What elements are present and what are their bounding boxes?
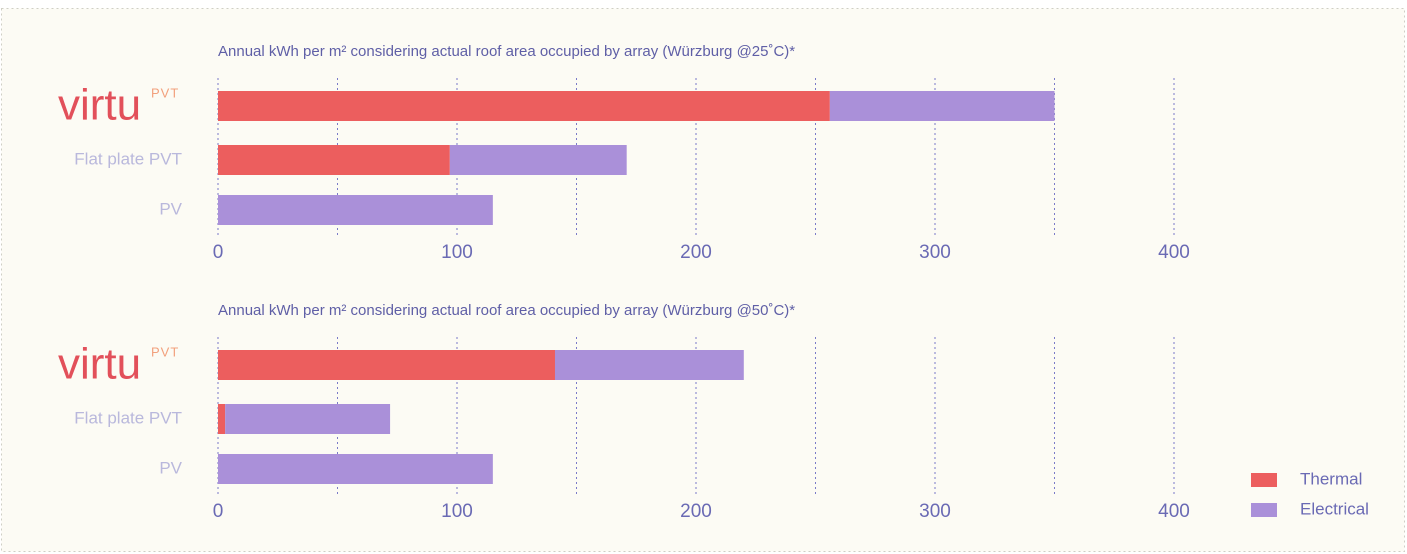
x-tick-label: 200 [680,501,712,522]
legend-label: Thermal [1300,469,1362,488]
x-tick-label: 400 [1158,501,1190,522]
bar-segment [225,404,391,434]
x-tick-label: 100 [441,242,473,263]
bar-segment [218,145,450,175]
bar-segment [218,404,226,434]
legend-swatch [1251,473,1277,487]
bar-segment [829,91,1055,121]
bar-segment [449,145,627,175]
bar-segment [218,350,555,380]
category-label: PV [159,458,182,477]
legend-swatch [1251,503,1277,517]
logo-mark: PVT [151,344,179,359]
chart-title: Annual kWh per m² considering actual roo… [218,302,795,319]
legend-label: Electrical [1300,499,1369,518]
x-tick-label: 100 [441,501,473,522]
logo-name: virtu [58,340,141,389]
bar-segment [554,350,744,380]
x-tick-label: 300 [919,501,951,522]
logo-mark: PVT [151,85,179,100]
category-label: PV [159,199,182,218]
bar-segment [218,454,493,484]
logo-name: virtu [58,81,141,130]
x-tick-label: 200 [680,242,712,263]
panel [1,8,1405,552]
bar-segment [218,195,493,225]
chart-title: Annual kWh per m² considering actual roo… [218,43,795,60]
bar-segment [218,91,830,121]
x-tick-label: 300 [919,242,951,263]
x-tick-label: 0 [213,501,224,522]
x-tick-label: 400 [1158,242,1190,263]
category-label: Flat plate PVT [74,149,182,168]
x-tick-label: 0 [213,242,224,263]
category-label: Flat plate PVT [74,408,182,427]
